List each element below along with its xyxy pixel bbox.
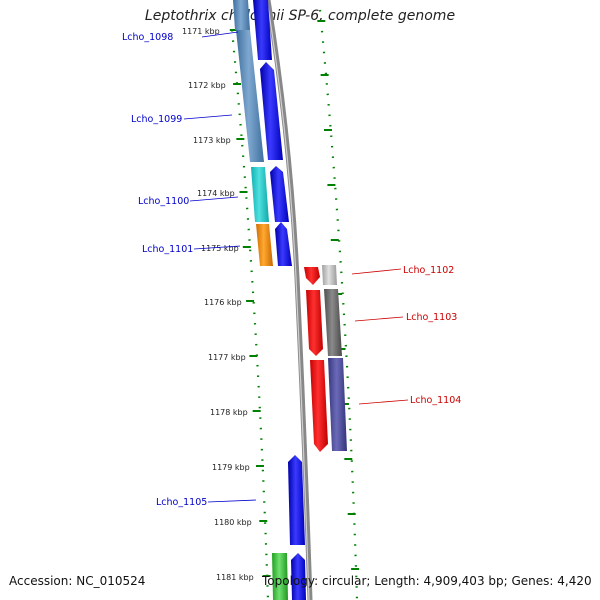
topology-label: Topology: circular; Length: 4,909,403 bp… <box>262 574 592 588</box>
gene-label-1102: Lcho_1102 <box>403 265 454 276</box>
gene-label-1105: Lcho_1105 <box>156 497 207 508</box>
gene-label-1104: Lcho_1104 <box>410 395 461 406</box>
tick-label: 1174 kbp <box>197 189 235 198</box>
feature-block-1106 <box>272 553 288 600</box>
tick-label: 1178 kbp <box>210 408 248 417</box>
tick-label: 1171 kbp <box>182 27 220 36</box>
gene-arrow-1106 <box>291 553 306 600</box>
genome-backbone-highlight <box>266 0 310 600</box>
feature-block-1098 <box>233 0 250 30</box>
leader-line-1101 <box>193 245 241 250</box>
map-title: Leptothrix cholodnii SP-6, complete geno… <box>144 8 456 24</box>
gene-label-leaders <box>183 31 409 503</box>
tick-label: 1181 kbp <box>216 573 254 582</box>
feature-block-1102 <box>322 265 337 285</box>
leader-line-1103 <box>354 316 404 322</box>
feature-block-1100 <box>251 167 269 222</box>
feature-block-1099 <box>236 30 264 162</box>
gene-label-1099: Lcho_1099 <box>131 114 182 125</box>
leader-line-1098 <box>201 31 239 38</box>
leader-line-1100 <box>189 196 239 202</box>
gene-label-1100: Lcho_1100 <box>138 196 189 207</box>
genome-backbone <box>265 0 313 600</box>
gene-label-1101: Lcho_1101 <box>142 244 193 255</box>
gene-features <box>233 0 347 600</box>
feature-block-1104 <box>328 358 347 451</box>
tick-label: 1177 kbp <box>208 353 246 362</box>
gene-arrow-1101 <box>275 222 292 266</box>
tick-labels: 1171 kbp 1172 kbp 1173 kbp 1174 kbp 1175… <box>182 27 254 582</box>
leader-line-1102 <box>351 268 402 275</box>
feature-block-1101 <box>256 224 273 266</box>
tick-label: 1175 kbp <box>201 244 239 253</box>
gene-arrow-1100 <box>270 166 289 222</box>
tick-label: 1173 kbp <box>193 136 231 145</box>
gene-arrow-1105 <box>288 455 305 545</box>
feature-block-1103 <box>324 289 342 356</box>
tick-label: 1176 kbp <box>204 298 242 307</box>
tick-label: 1172 kbp <box>188 81 226 90</box>
gene-arrow-1104 <box>310 360 328 452</box>
leader-line-1105 <box>207 499 257 503</box>
accession-label: Accession: NC_010524 <box>9 574 146 588</box>
gene-labels: Lcho_1098 Lcho_1099 Lcho_1100 Lcho_1101 … <box>122 32 461 508</box>
gene-label-1098: Lcho_1098 <box>122 32 173 43</box>
gene-arrow-1099 <box>260 62 283 160</box>
gene-arrow-1103 <box>306 290 323 356</box>
leader-line-1104 <box>358 399 409 405</box>
gene-arrow-1098 <box>253 0 272 60</box>
gene-arrow-1102 <box>304 267 320 285</box>
tick-label: 1179 kbp <box>212 463 250 472</box>
tick-label: 1180 kbp <box>214 518 252 527</box>
gene-label-1103: Lcho_1103 <box>406 312 457 323</box>
leader-line-1099 <box>183 114 233 120</box>
